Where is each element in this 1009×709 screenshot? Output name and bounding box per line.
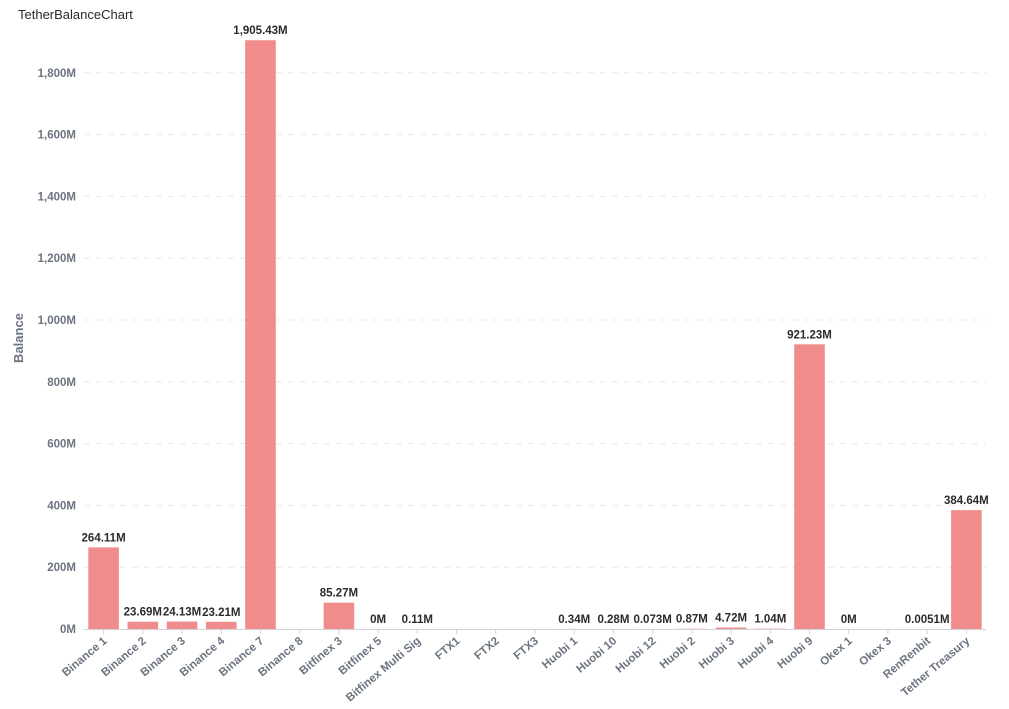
- x-tick-label: Okex 1: [818, 635, 855, 669]
- bar-value-label: 23.69M: [124, 607, 162, 619]
- bar-value-label: 4.72M: [715, 613, 747, 625]
- bar-value-label: 85.27M: [320, 588, 358, 600]
- y-tick-label: 400M: [47, 500, 76, 512]
- x-tick-label: Bitfinex Multi Sig: [344, 635, 423, 704]
- y-tick-label: 600M: [47, 439, 76, 451]
- grid-layer: [84, 72, 986, 568]
- bar-value-label: 0.11M: [402, 614, 433, 626]
- x-tick-label: Bitfinex 3: [297, 635, 344, 677]
- x-tick-label: Huobi 9: [775, 635, 815, 671]
- bar-layer: [88, 40, 982, 630]
- bar-value-label: 264.11M: [82, 532, 126, 544]
- x-tick-label: FTX3: [512, 635, 541, 662]
- bar[interactable]: [88, 547, 119, 629]
- y-tick-label: 0M: [60, 624, 76, 636]
- y-tick-label: 1,800M: [38, 68, 76, 80]
- bar-value-label: 1,905.43M: [233, 25, 287, 37]
- bar-value-label: 0.34M: [558, 614, 590, 626]
- bar-value-label: 1.04M: [754, 614, 786, 626]
- bar-value-label: 0.87M: [676, 614, 708, 626]
- x-tick-label: Okex 3: [857, 635, 894, 668]
- bar-value-label: 23.21M: [202, 607, 240, 619]
- x-tick-label: FTX1: [433, 635, 463, 663]
- bar[interactable]: [245, 40, 276, 630]
- x-tick-label: Huobi 4: [736, 635, 776, 672]
- y-axis-title: Balance: [11, 313, 26, 363]
- bar-value-label: 0.28M: [597, 614, 629, 626]
- y-tick-label: 800M: [47, 377, 76, 389]
- chart-title: TetherBalanceChart: [18, 7, 133, 22]
- x-tick-label: Tether Treasury: [899, 635, 973, 699]
- bar[interactable]: [794, 344, 825, 629]
- y-tick-label: 1,200M: [38, 253, 76, 265]
- bar-value-label: 0.0051M: [905, 614, 950, 626]
- bar[interactable]: [127, 621, 159, 629]
- bar-value-label: 24.13M: [163, 607, 201, 619]
- y-tick-label: 1,400M: [38, 191, 76, 203]
- x-tick-label: Huobi 10: [574, 635, 619, 675]
- y-tick-label: 200M: [47, 562, 76, 574]
- bar-value-label: 0.073M: [633, 614, 671, 626]
- bar-value-label: 0M: [370, 614, 386, 626]
- x-tick-label: FTX2: [472, 635, 501, 662]
- y-tick-label: 1,000M: [38, 315, 76, 327]
- bar-value-label: 384.64M: [944, 495, 989, 507]
- x-tick-label: Huobi 2: [658, 635, 698, 671]
- bar[interactable]: [205, 621, 237, 629]
- x-tick-label: Huobi 12: [614, 635, 659, 675]
- bar[interactable]: [323, 602, 355, 629]
- bar-value-label: 0M: [841, 614, 857, 626]
- y-tick-label: 1,600M: [38, 130, 76, 142]
- bar[interactable]: [715, 627, 747, 629]
- x-tick-label: Huobi 3: [697, 635, 737, 671]
- bar-value-label: 921.23M: [787, 329, 832, 341]
- bar[interactable]: [951, 510, 982, 629]
- bar[interactable]: [166, 621, 198, 629]
- label-layer: 264.11M 23.69M 24.13M 23.21M 1,905.43M 85.27M…: [82, 25, 989, 626]
